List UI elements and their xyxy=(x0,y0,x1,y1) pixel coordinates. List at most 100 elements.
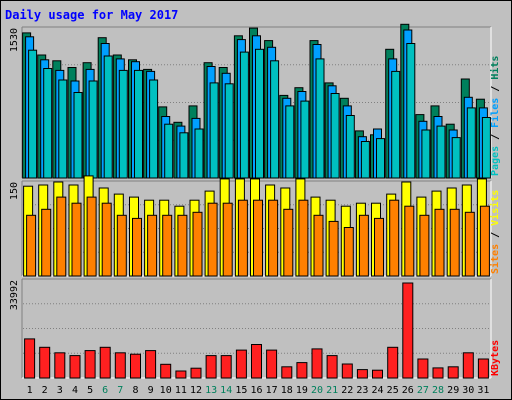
bar-kbytes-day-16 xyxy=(251,344,262,379)
x-tick-label: 31 xyxy=(477,385,489,396)
bar-kbytes-day-21 xyxy=(326,355,338,379)
bar-pages-day-11 xyxy=(179,132,189,179)
bar-sites-day-23 xyxy=(358,214,369,277)
bar-kbytes-day-19 xyxy=(296,362,308,379)
bar-kbytes-day-23 xyxy=(356,369,368,379)
x-tick-label: 12 xyxy=(190,385,202,396)
bar-sites-day-13 xyxy=(207,202,218,277)
x-tick-label: 21 xyxy=(326,385,338,396)
bar-pages-day-19 xyxy=(300,100,310,179)
bar-pages-day-22 xyxy=(345,115,355,179)
x-tick-label: 8 xyxy=(132,385,138,396)
x-tick-label: 15 xyxy=(235,385,247,396)
legend-item: Hits xyxy=(489,56,501,80)
bar-kbytes-day-10 xyxy=(160,363,172,379)
bar-sites-day-6 xyxy=(101,202,112,277)
legend-item: / xyxy=(490,80,501,98)
x-tick-label: 10 xyxy=(160,385,172,396)
bar-pages-day-15 xyxy=(239,51,249,179)
legend-item: Files xyxy=(489,98,501,128)
bar-kbytes-day-11 xyxy=(175,370,187,379)
x-tick-label: 24 xyxy=(371,385,383,396)
bar-kbytes-day-27 xyxy=(417,358,429,379)
bar-sites-day-27 xyxy=(419,214,430,277)
legend-top: Pages / Files / Hits xyxy=(489,56,501,176)
bar-pages-day-24 xyxy=(376,138,385,179)
x-tick-label: 4 xyxy=(72,385,78,396)
bar-kbytes-day-22 xyxy=(341,363,353,379)
bar-pages-day-2 xyxy=(43,68,53,179)
bar-kbytes-day-4 xyxy=(69,355,81,379)
bar-kbytes-day-25 xyxy=(387,346,399,379)
bar-sites-day-24 xyxy=(374,217,384,277)
bar-pages-day-6 xyxy=(103,55,113,179)
bar-kbytes-day-1 xyxy=(24,338,36,379)
bar-sites-day-30 xyxy=(464,211,475,277)
legend-bottom: KBytes xyxy=(490,340,501,376)
bar-pages-day-12 xyxy=(194,128,204,179)
bar-kbytes-day-3 xyxy=(54,352,66,379)
bar-sites-day-22 xyxy=(343,227,354,277)
x-tick-label: 13 xyxy=(205,385,217,396)
x-tick-label: 6 xyxy=(102,385,108,396)
bar-pages-day-18 xyxy=(285,105,295,179)
x-tick-label: 16 xyxy=(250,385,262,396)
bar-pages-day-26 xyxy=(406,43,416,179)
bar-sites-day-2 xyxy=(41,208,52,277)
bar-pages-day-21 xyxy=(330,93,340,179)
x-tick-label: 9 xyxy=(148,385,154,396)
x-tick-label: 1 xyxy=(27,385,33,396)
bar-sites-day-21 xyxy=(328,220,339,277)
panel-bottom: 33992 KBytes xyxy=(9,278,501,379)
chart-title: Daily usage for May 2017 xyxy=(5,8,178,22)
bar-sites-day-19 xyxy=(298,199,309,277)
bar-kbytes-day-12 xyxy=(190,367,202,379)
legend-item: / xyxy=(490,226,501,244)
bar-sites-day-1 xyxy=(26,214,37,277)
bar-pages-day-1 xyxy=(28,49,38,179)
bar-sites-day-20 xyxy=(313,214,324,277)
x-tick-label: 14 xyxy=(220,385,232,396)
x-tick-label: 2 xyxy=(42,385,48,396)
x-tick-label: 25 xyxy=(387,385,399,396)
legend-item: KBytes xyxy=(490,340,501,376)
legend-item: / xyxy=(490,128,501,146)
bar-kbytes-day-13 xyxy=(205,355,217,379)
bar-sites-day-29 xyxy=(449,208,460,277)
panel-top: 1530 Pages / Files / Hits xyxy=(9,23,501,179)
legend-middle: Sites / Visits xyxy=(489,190,501,274)
bar-pages-day-8 xyxy=(134,69,143,179)
bar-pages-day-4 xyxy=(73,92,83,179)
x-tick-label: 23 xyxy=(356,385,368,396)
bar-sites-day-31 xyxy=(479,205,490,277)
bar-kbytes-day-9 xyxy=(145,350,157,379)
y-max-label-bottom: 33992 xyxy=(9,280,20,310)
bar-pages-day-30 xyxy=(466,107,476,179)
panel-middle: 150 Sites / Visits xyxy=(9,175,501,277)
bar-kbytes-day-31 xyxy=(477,358,489,379)
bar-sites-day-16 xyxy=(253,199,263,277)
bar-kbytes-day-29 xyxy=(447,366,459,379)
x-tick-label: 22 xyxy=(341,385,353,396)
bar-sites-day-17 xyxy=(268,199,279,277)
x-tick-label: 27 xyxy=(417,385,429,396)
bar-sites-day-3 xyxy=(56,196,67,277)
legend-item: Pages xyxy=(490,146,501,176)
x-tick-label: 26 xyxy=(402,385,414,396)
bar-sites-day-12 xyxy=(192,211,203,277)
bar-sites-day-8 xyxy=(132,217,142,277)
x-tick-label: 28 xyxy=(432,385,444,396)
bar-pages-day-31 xyxy=(481,117,491,179)
bar-kbytes-day-7 xyxy=(114,352,126,379)
x-axis-day-labels: 1 2 3 4 5 6 7 8 9 10 11 12 13 14 15 16 17 18 19 20 21 22 23 24 2… xyxy=(27,385,490,396)
bar-kbytes-day-5 xyxy=(84,350,96,379)
x-tick-label: 29 xyxy=(447,385,459,396)
bar-sites-day-9 xyxy=(147,214,158,277)
x-tick-label: 30 xyxy=(462,385,474,396)
x-tick-label: 7 xyxy=(117,385,123,396)
bar-pages-day-16 xyxy=(255,48,264,179)
x-tick-label: 11 xyxy=(175,385,187,396)
x-tick-label: 5 xyxy=(87,385,93,396)
bar-sites-day-5 xyxy=(86,196,97,277)
bar-sites-day-14 xyxy=(222,202,233,277)
